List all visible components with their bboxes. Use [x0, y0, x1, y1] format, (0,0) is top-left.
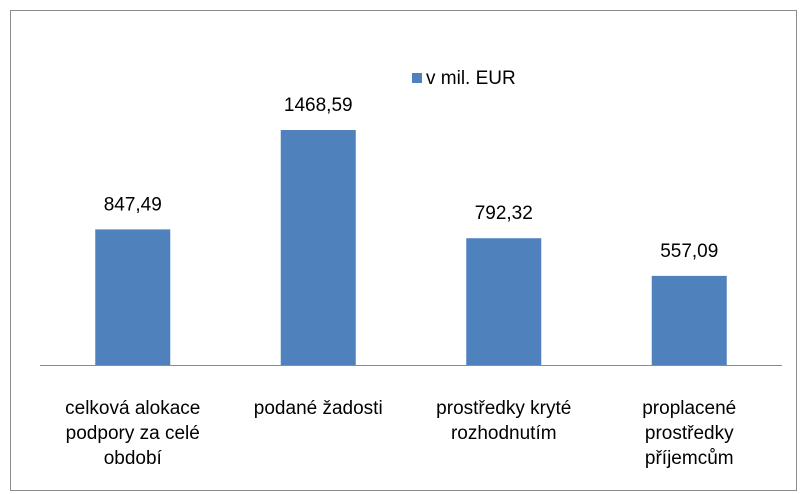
bar: [466, 238, 542, 365]
value-label: 792,32: [475, 203, 533, 224]
legend-label: v mil. EUR: [426, 68, 516, 89]
bar: [651, 275, 727, 365]
x-tick-label: prostředky kryté rozhodnutím: [436, 398, 572, 444]
x-tick-label: celková alokace podpory za celé období: [65, 398, 201, 469]
value-label: 557,09: [660, 241, 718, 262]
bar: [280, 130, 356, 365]
x-tick-label: podané žadosti: [253, 398, 383, 419]
value-label: 1468,59: [284, 95, 353, 116]
x-tick-label: proplacené prostředky příjemcům: [642, 398, 737, 469]
bar: [95, 229, 171, 365]
value-label: 847,49: [104, 194, 162, 215]
legend-swatch: [412, 73, 422, 83]
